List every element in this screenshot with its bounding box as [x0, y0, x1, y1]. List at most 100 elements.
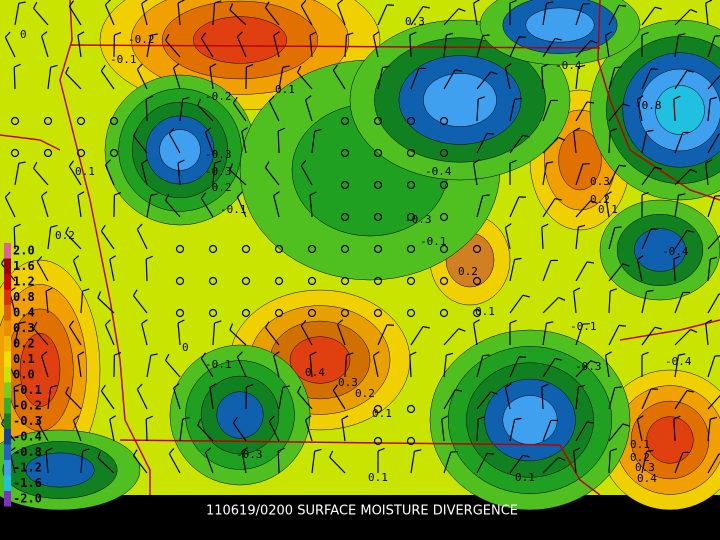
calm-marker	[373, 308, 383, 318]
wind-barb-flag	[578, 384, 586, 388]
calm-marker	[109, 116, 119, 126]
wind-barb	[441, 419, 445, 442]
wind-barb	[636, 99, 643, 122]
wind-barb	[97, 297, 115, 314]
wind-barb	[707, 195, 716, 218]
wind-barb-flag	[546, 161, 554, 164]
wind-barb	[47, 227, 52, 250]
wind-barb-flag	[705, 0, 713, 4]
legend: 2.01.6 1.20.8 0.40.3 0.20.1 0.0-0.1 -0.2-0.3 -…	[4, 243, 42, 507]
wind-barb	[200, 38, 214, 58]
wind-barb	[509, 196, 520, 218]
wind-barb	[575, 3, 584, 26]
wind-barb	[541, 66, 544, 90]
wind-barb	[264, 167, 280, 186]
wind-barb-flag	[232, 96, 238, 104]
calm-marker	[208, 276, 218, 286]
wind-barb	[604, 35, 610, 58]
calm-marker	[439, 276, 449, 286]
wind-barb	[674, 9, 691, 26]
wind-barb	[104, 324, 115, 346]
wind-barb	[212, 3, 216, 26]
wind-barb	[136, 68, 148, 90]
wind-barb	[97, 457, 115, 474]
wind-barb-flag	[65, 66, 70, 74]
border	[597, 0, 720, 201]
wind-barb	[673, 258, 676, 282]
wind-barb-flag	[514, 417, 522, 421]
wind-barb-flag	[209, 383, 217, 388]
wind-barb	[165, 40, 181, 58]
wind-barb-flag	[409, 351, 417, 356]
wind-barb-flag	[229, 323, 234, 331]
wind-barb-flag	[197, 418, 202, 426]
calm-marker	[439, 308, 449, 318]
wind-barb-flag	[145, 255, 153, 260]
wind-barb-flag	[605, 351, 612, 356]
wind-barb-flag	[97, 451, 102, 459]
wind-barb	[673, 418, 676, 442]
wind-barb-flag	[132, 449, 138, 456]
wind-barb	[542, 3, 548, 26]
wind-barb-flag	[605, 31, 612, 36]
wind-barb-flag	[337, 319, 344, 325]
wind-barb-flag	[264, 161, 270, 168]
wind-barb-flag	[490, 71, 498, 75]
wind-barb-flag	[65, 386, 70, 394]
wind-barb-flag	[273, 31, 280, 37]
wind-barb	[132, 295, 148, 314]
wind-barb-flag	[73, 255, 80, 261]
contour-label: 0.3	[405, 15, 425, 28]
wind-barb-flag	[300, 319, 307, 327]
wind-barb	[300, 5, 313, 26]
wind-barb-flag	[36, 255, 43, 263]
wind-barb-flag	[641, 31, 649, 36]
wind-barb	[476, 418, 479, 442]
wind-barb	[542, 297, 559, 314]
wind-barb	[232, 102, 247, 122]
wind-barb	[409, 354, 412, 378]
wind-barb	[673, 98, 676, 122]
wind-barb	[410, 326, 424, 346]
calm-marker	[406, 180, 416, 190]
wind-barb	[608, 290, 611, 314]
wind-barb	[641, 6, 656, 26]
wind-barb	[542, 198, 556, 218]
wind-barb-flag	[346, 352, 354, 356]
wind-barb-flag	[705, 319, 713, 324]
wind-barb-flag	[264, 1, 270, 8]
wind-barb-flag	[141, 0, 148, 5]
wind-barb	[509, 134, 524, 154]
calm-marker	[373, 116, 383, 126]
wind-barb	[604, 355, 610, 378]
wind-barb-flag	[165, 193, 170, 201]
wind-barb	[707, 259, 711, 282]
wind-barb	[674, 70, 688, 90]
wind-barb-flag	[454, 389, 463, 392]
wind-barb-flag	[541, 223, 549, 228]
contour-label: 0.1	[515, 471, 535, 484]
calm-marker	[373, 404, 383, 414]
wind-barb	[236, 196, 247, 218]
wind-barb	[141, 163, 148, 186]
wind-barb	[277, 450, 280, 474]
wind-barb-flag	[509, 0, 517, 4]
wind-barb	[674, 355, 680, 378]
contour-band	[423, 73, 497, 127]
contour-label: 0.1	[630, 438, 650, 451]
wind-barb-flag	[558, 456, 566, 461]
wind-barb	[177, 163, 181, 186]
wind-barb-flag	[297, 385, 302, 393]
wind-barb	[336, 4, 346, 26]
calm-marker	[373, 276, 383, 286]
calm-marker	[208, 244, 218, 254]
wind-barb-flag	[309, 191, 317, 196]
wind-barb-flag	[150, 193, 158, 196]
wind-barb	[179, 99, 184, 122]
wind-barb	[641, 451, 648, 474]
legend-swatch	[4, 320, 11, 336]
legend-label: 1.2	[13, 275, 35, 289]
wind-barb	[241, 131, 247, 154]
wind-barb	[476, 71, 492, 90]
calm-marker	[406, 212, 416, 222]
